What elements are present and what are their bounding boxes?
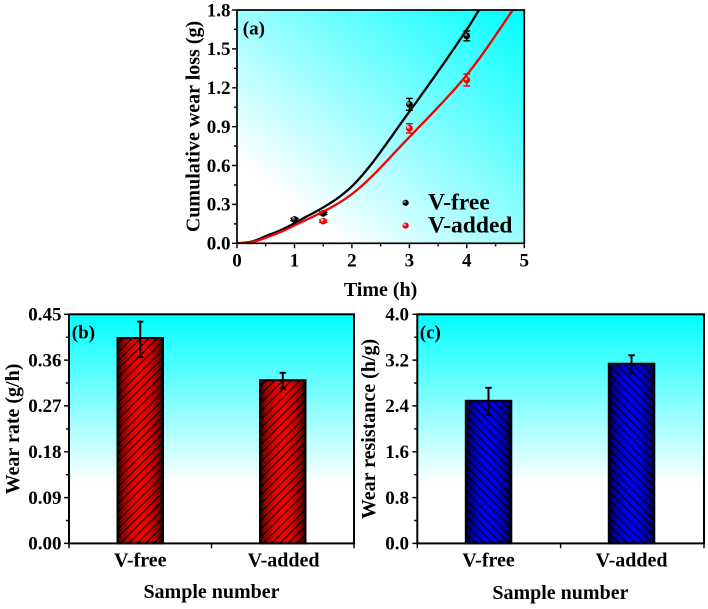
svg-text:3.2: 3.2 [385,350,409,371]
svg-text:Time (h): Time (h) [344,279,418,301]
svg-text:0.09: 0.09 [28,488,61,509]
svg-text:V-free: V-free [114,549,167,571]
svg-text:(b): (b) [72,323,95,344]
svg-text:Cumulative wear loss (g): Cumulative wear loss (g) [183,21,205,232]
svg-text:V-free: V-free [428,190,490,216]
svg-text:0.45: 0.45 [28,305,61,326]
svg-text:V-added: V-added [596,549,668,571]
svg-text:V-added: V-added [428,213,512,239]
svg-text:4: 4 [462,251,472,272]
svg-text:(a): (a) [243,18,265,39]
svg-text:2.4: 2.4 [385,396,409,417]
svg-text:Wear resistance (h/g): Wear resistance (h/g) [358,339,380,519]
svg-text:0.6: 0.6 [207,156,231,177]
svg-text:0.36: 0.36 [28,350,61,371]
svg-text:Sample number: Sample number [492,582,628,604]
svg-text:V-added: V-added [248,549,320,571]
svg-text:0.00: 0.00 [28,534,61,555]
svg-text:1.5: 1.5 [207,39,231,60]
svg-text:1.2: 1.2 [207,78,231,99]
svg-text:Wear rate (g/h): Wear rate (g/h) [2,364,24,495]
svg-text:3: 3 [405,251,415,272]
svg-text:1.6: 1.6 [385,442,409,463]
svg-text:0.18: 0.18 [28,442,61,463]
svg-text:Sample number: Sample number [143,581,279,603]
svg-text:1.8: 1.8 [207,0,231,21]
svg-text:V-free: V-free [462,549,515,571]
svg-text:0: 0 [232,251,242,272]
svg-text:0.0: 0.0 [207,234,231,255]
svg-text:1: 1 [290,251,300,272]
svg-text:0.3: 0.3 [207,195,231,216]
svg-text:4.0: 4.0 [385,305,409,326]
svg-text:2: 2 [347,251,357,272]
svg-text:5: 5 [520,251,530,272]
svg-text:0.8: 0.8 [385,488,409,509]
svg-text:0.27: 0.27 [28,396,62,417]
svg-text:0.0: 0.0 [385,534,409,555]
svg-text:0.9: 0.9 [207,117,231,138]
svg-text:(c): (c) [420,323,441,344]
